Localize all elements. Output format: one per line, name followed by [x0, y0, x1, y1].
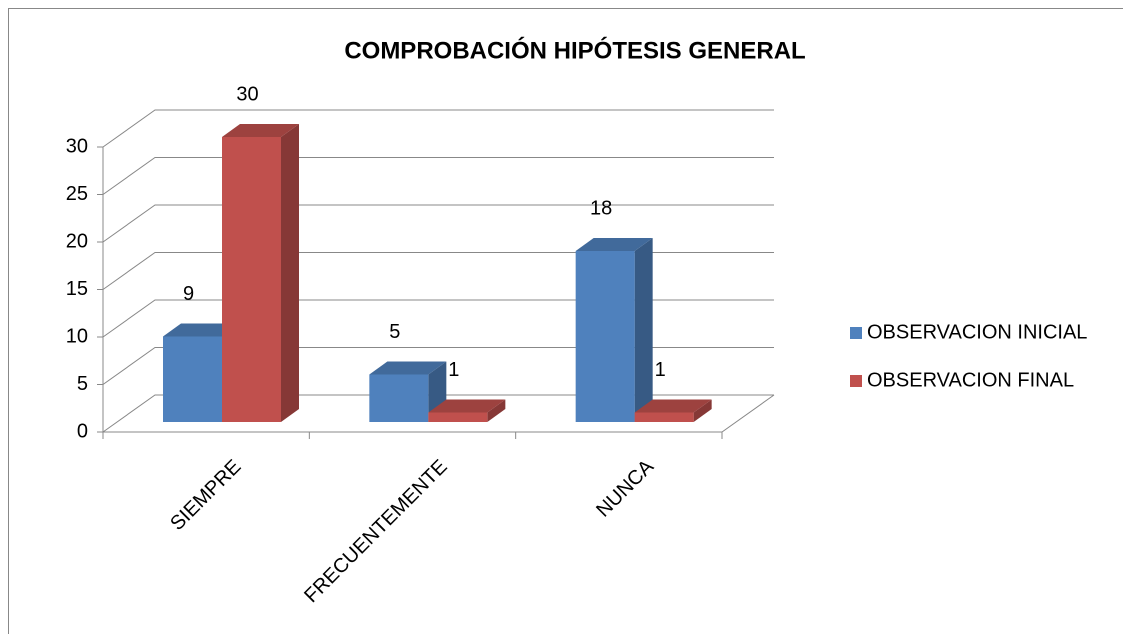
- bar: [222, 137, 281, 422]
- bar: [634, 412, 694, 422]
- bar-top: [369, 361, 447, 375]
- bar-side: [693, 399, 712, 422]
- bar-side: [487, 399, 506, 422]
- legend-swatch: [850, 375, 862, 387]
- bar-top: [634, 399, 712, 413]
- y-tick-label: 20: [66, 230, 88, 252]
- data-label: 5: [389, 321, 400, 343]
- data-label: 9: [183, 283, 194, 305]
- bar-top: [163, 323, 240, 337]
- chart-title: COMPROBACIÓN HIPÓTESIS GENERAL: [344, 36, 805, 64]
- grid-line: [102, 252, 774, 290]
- bar: [163, 336, 222, 422]
- bar: [369, 374, 429, 422]
- y-tick-label: 25: [66, 183, 88, 205]
- bar-top: [428, 399, 506, 413]
- bar: [575, 251, 635, 422]
- bar-side: [634, 238, 653, 422]
- bar-side: [281, 124, 299, 422]
- data-label: 30: [236, 83, 258, 105]
- legend-label: OBSERVACION INICIAL: [867, 321, 1087, 343]
- grid-line: [102, 299, 774, 338]
- y-tick-label: 5: [77, 373, 88, 395]
- bar-top: [575, 238, 653, 251]
- y-tick-label: 15: [66, 278, 88, 300]
- y-tick-label: 0: [77, 420, 88, 442]
- chart-border: [8, 8, 1123, 634]
- y-tick-label: 10: [66, 325, 88, 347]
- data-label: 18: [590, 197, 612, 219]
- bar: [428, 412, 488, 422]
- grid-line: [102, 157, 774, 195]
- legend-label: OBSERVACION FINAL: [867, 369, 1074, 391]
- bar-top: [222, 124, 299, 137]
- data-label: 1: [448, 359, 459, 381]
- grid-line: [102, 394, 774, 433]
- grid-line: [102, 347, 774, 385]
- grid-line: [102, 204, 774, 243]
- legend-swatch: [850, 327, 862, 339]
- y-tick-label: 30: [66, 135, 88, 157]
- grid-line: [102, 109, 774, 148]
- data-label: 1: [655, 359, 666, 381]
